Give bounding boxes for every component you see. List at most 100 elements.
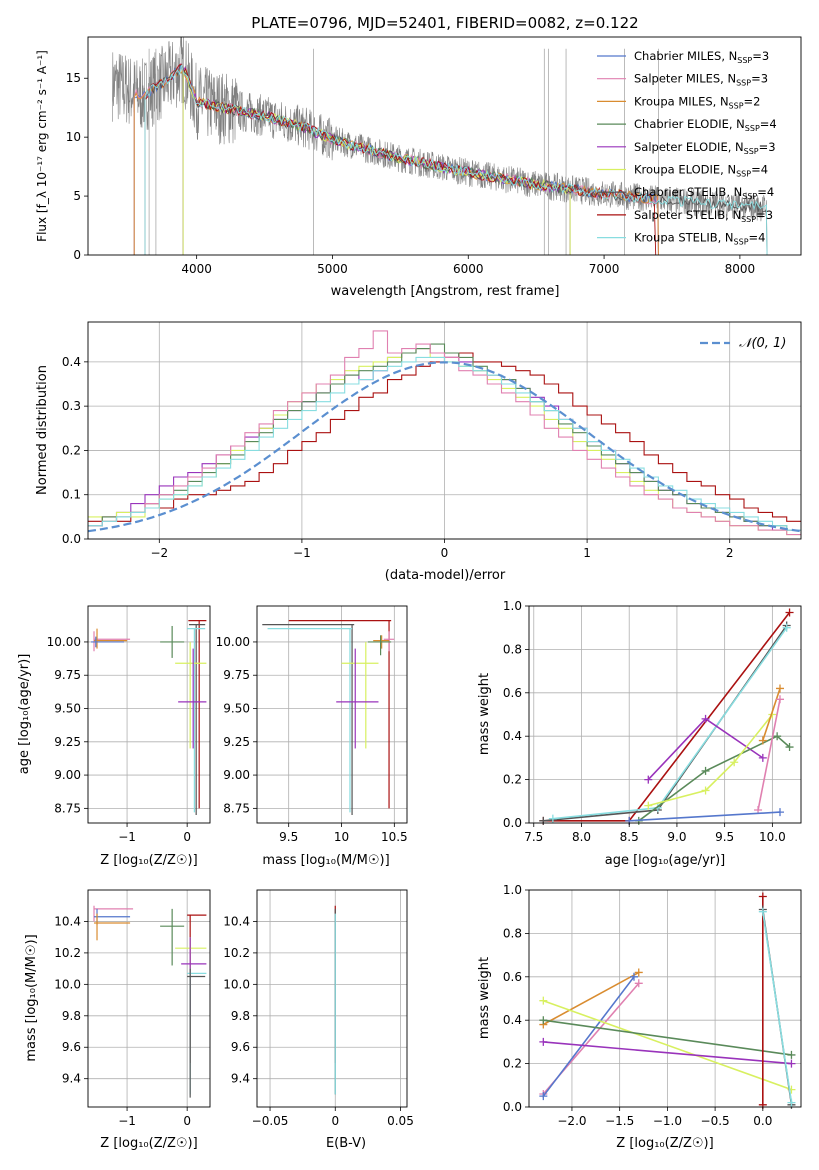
y-tick-label: 0	[73, 248, 81, 262]
weight-marker	[758, 892, 767, 901]
y-tick-label: 0.0	[503, 1100, 522, 1114]
plot-area	[112, 37, 768, 255]
x-tick-label: 8.0	[572, 830, 591, 844]
x-tick-label: 8.5	[620, 830, 639, 844]
mwZ-ylabel: mass weight	[477, 957, 492, 1039]
weight-marker	[701, 714, 710, 723]
weight-marker	[776, 684, 785, 693]
weight-marker	[787, 1050, 796, 1059]
weight-line-salpeter-stelib	[543, 612, 791, 822]
y-tick-label: 0.4	[503, 729, 522, 743]
weight-marker	[539, 816, 548, 825]
legend-entry: Chabrier ELODIE, NSSP=4	[634, 117, 777, 133]
errorbars	[91, 620, 207, 816]
x-tick-label: 6000	[453, 262, 484, 276]
x-tick-label: 7000	[589, 262, 620, 276]
y-tick-label: 10.2	[54, 946, 81, 960]
y-tick-label: 10	[66, 130, 81, 144]
errorbars	[262, 620, 395, 816]
legend-entry: Salpeter ELODIE, NSSP=3	[634, 140, 776, 156]
axes-frame	[87, 605, 211, 824]
massweight-vs-metallicity-panel: −2.0 −1.5 −1.0 −0.5 0.0 0.0 0.2 0.4 0.6 0.8 1.0	[503, 883, 802, 1128]
weight-marker	[539, 996, 548, 1005]
plot-area	[91, 620, 207, 816]
weight-marker	[776, 808, 785, 817]
model-line-salpeter-stelib	[144, 64, 657, 255]
legend-entry: 𝒩(0, 1)	[739, 336, 786, 351]
weight-marker	[634, 979, 643, 988]
y-tick-label: 9.6	[62, 1040, 81, 1054]
weight-line-kroupa-elodie	[543, 999, 792, 1091]
weight-marker	[539, 1016, 548, 1025]
plot-area	[88, 330, 801, 536]
y-tick-label: 9.75	[54, 668, 81, 682]
mass-vs-metallicity-panel: −1 0 9.4 9.6 9.8 10.0 10.2 10.4	[54, 889, 211, 1128]
weight-marker	[785, 608, 794, 617]
legend-entry: Salpeter STELIB, NSSP=3	[634, 208, 773, 224]
y-tick-label: 1.0	[503, 883, 522, 897]
x-tick-label: 2	[726, 546, 734, 560]
weight-line-kroupa-elodie	[648, 713, 774, 807]
model-line-kroupa-stelib	[144, 64, 768, 255]
y-tick-label: 0.8	[503, 642, 522, 656]
x-tick-label: −2	[150, 546, 168, 560]
y-tick-label: 10.0	[54, 977, 81, 991]
y-tick-label: 0.4	[503, 1013, 522, 1027]
figure-title: PLATE=0796, MJD=52401, FIBERID=0082, z=0…	[251, 14, 638, 32]
axes: −1 0 9.4 9.6 9.8 10.0 10.2 10.4	[54, 889, 211, 1128]
weight-marker	[634, 968, 643, 977]
weight-line-chabrier-stelib	[543, 625, 788, 822]
x-tick-label: 7.5	[524, 830, 543, 844]
plot-area	[539, 892, 796, 1109]
x-tick-label: −0.5	[701, 1114, 730, 1128]
x-tick-label: −0.05	[252, 1114, 289, 1128]
y-tick-label: 9.00	[223, 768, 250, 782]
ageZ-xlabel: Z [log₁₀(Z/Z☉)]	[100, 853, 197, 868]
legend-entry: Kroupa STELIB, NSSP=4	[634, 231, 765, 247]
weight-line-chabrier-miles	[629, 811, 781, 822]
weight-marker	[701, 766, 710, 775]
x-tick-label: 8000	[725, 262, 756, 276]
x-tick-label: 4000	[181, 262, 212, 276]
mwZ-xlabel: Z [log₁₀(Z/Z☉)]	[616, 1136, 713, 1151]
weight-marker	[787, 1098, 796, 1107]
weight-marker	[644, 801, 653, 810]
y-tick-label: 0.4	[62, 355, 81, 369]
weight-marker	[776, 695, 785, 704]
normal-curve	[88, 361, 801, 533]
y-tick-label: 9.6	[231, 1040, 250, 1054]
weight-marker	[785, 743, 794, 752]
axes-frame	[87, 889, 211, 1108]
x-tick-label: 9.5	[715, 830, 734, 844]
y-tick-label: 8.75	[223, 801, 250, 815]
y-tick-label: 0.2	[503, 773, 522, 787]
x-tick-label: 9.5	[279, 830, 298, 844]
y-tick-label: 0.8	[503, 926, 522, 940]
y-tick-label: 9.50	[54, 702, 81, 716]
weight-marker	[730, 758, 739, 767]
y-tick-label: 9.25	[223, 735, 250, 749]
spectrum-xlabel: wavelength [Angstrom, rest frame]	[331, 284, 560, 299]
x-tick-label: −1	[118, 1114, 136, 1128]
weight-line-kroupa-stelib	[552, 627, 788, 820]
axes: −0.05 0 0.05 9.4 9.6 9.8 10.0 10.2 10.4	[223, 889, 414, 1128]
weight-marker	[629, 972, 638, 981]
weight-line-kroupa-stelib	[762, 911, 793, 1103]
x-tick-label: 0	[183, 830, 191, 844]
x-tick-label: 10	[334, 830, 349, 844]
histogram-steps	[88, 330, 801, 536]
x-tick-label: 0.05	[387, 1114, 414, 1128]
histogram-xlabel: (data-model)/error	[385, 568, 506, 583]
legend-entry: Chabrier MILES, NSSP=3	[634, 49, 769, 65]
histogram-legend: 𝒩(0, 1)	[700, 336, 786, 351]
x-tick-label: 0	[331, 1114, 339, 1128]
mwAge-ylabel: mass weight	[477, 673, 492, 755]
y-tick-label: 10.0	[223, 977, 250, 991]
plot-area	[262, 620, 395, 816]
ageZ-ylabel: age [log₁₀(age/yr)]	[17, 654, 32, 775]
plot-area	[539, 608, 794, 825]
age-vs-mass-panel: 9.5 10 10.5 8.75 9.00 9.25 9.50 9.75 10.00	[216, 605, 408, 844]
weight-marker	[644, 775, 653, 784]
axes-frame	[528, 889, 802, 1108]
spectrum-curves	[112, 37, 768, 255]
